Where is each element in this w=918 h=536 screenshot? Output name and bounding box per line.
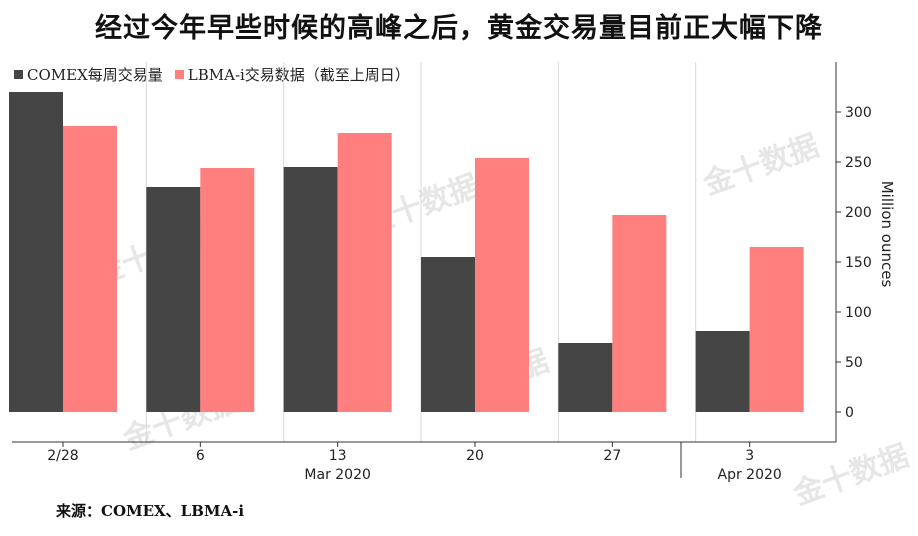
x-tick-label: 27 bbox=[603, 448, 621, 464]
bar-lbma bbox=[200, 168, 255, 412]
chart-title: 经过今年早些时候的高峰之后，黄金交易量目前正大幅下降 bbox=[95, 13, 823, 44]
y-tick-label: 300 bbox=[845, 105, 872, 121]
bar-lbma bbox=[63, 126, 117, 412]
legend-label-comex: COMEX每周交易量 bbox=[27, 66, 163, 84]
bar-lbma bbox=[337, 133, 392, 412]
legend: COMEX每周交易量 LBMA-i交易数据（截至上周日） bbox=[14, 64, 422, 85]
y-tick-label: 200 bbox=[845, 205, 872, 221]
x-tick-label: 3 bbox=[745, 448, 754, 464]
bar-comex bbox=[283, 167, 338, 412]
bar-comex bbox=[695, 331, 750, 412]
x-tick-label: 20 bbox=[466, 448, 484, 464]
month-label: Apr 2020 bbox=[718, 467, 782, 483]
x-tick-label: 2/28 bbox=[47, 448, 78, 464]
bar-lbma bbox=[612, 215, 667, 412]
bar-comex bbox=[421, 257, 475, 412]
bar-lbma bbox=[475, 158, 529, 412]
y-tick-label: 100 bbox=[845, 305, 872, 321]
bar-lbma bbox=[749, 247, 804, 412]
legend-swatch-lbma bbox=[174, 70, 184, 79]
y-tick-label: 0 bbox=[845, 405, 854, 421]
x-tick-label: 6 bbox=[196, 448, 205, 464]
bar-comex bbox=[9, 92, 63, 412]
y-axis-title: Million ounces bbox=[878, 181, 896, 288]
legend-item-comex: COMEX每周交易量 bbox=[14, 64, 163, 85]
month-label: Mar 2020 bbox=[304, 467, 371, 483]
y-tick-label: 250 bbox=[845, 155, 872, 171]
legend-swatch-comex bbox=[14, 70, 23, 79]
legend-label-lbma: LBMA-i交易数据（截至上周日） bbox=[187, 66, 410, 84]
bar-comex bbox=[558, 343, 613, 412]
x-tick-label: 13 bbox=[329, 448, 347, 464]
y-tick-label: 150 bbox=[845, 255, 872, 271]
y-tick-label: 50 bbox=[845, 355, 863, 371]
source-note: 来源：COMEX、LBMA-i bbox=[56, 502, 245, 520]
legend-item-lbma: LBMA-i交易数据（截至上周日） bbox=[174, 64, 410, 85]
bar-comex bbox=[146, 187, 201, 412]
